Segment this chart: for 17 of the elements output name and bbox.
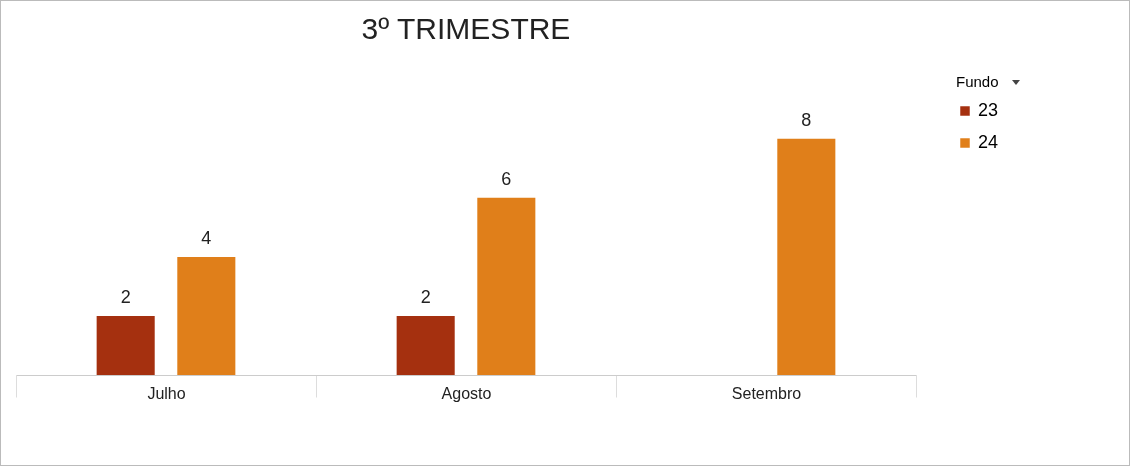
bar [477,197,536,375]
x-tick-label: Agosto [441,384,492,402]
legend-title: Fundo [956,73,999,90]
x-tick-label: Julho [147,384,186,402]
x-tick-label: Setembro [731,384,802,402]
chart-title: 3º TRIMESTRE [361,12,571,45]
data-label: 6 [501,168,512,189]
bar [777,138,836,375]
data-label: 2 [120,286,131,307]
bar [96,315,155,375]
data-label: 2 [420,286,431,307]
legend-label: 23 [978,100,999,120]
legend-label: 24 [978,132,999,152]
data-label: 8 [801,109,812,130]
bar [177,256,236,375]
bar [396,315,455,375]
data-label: 4 [201,227,212,248]
